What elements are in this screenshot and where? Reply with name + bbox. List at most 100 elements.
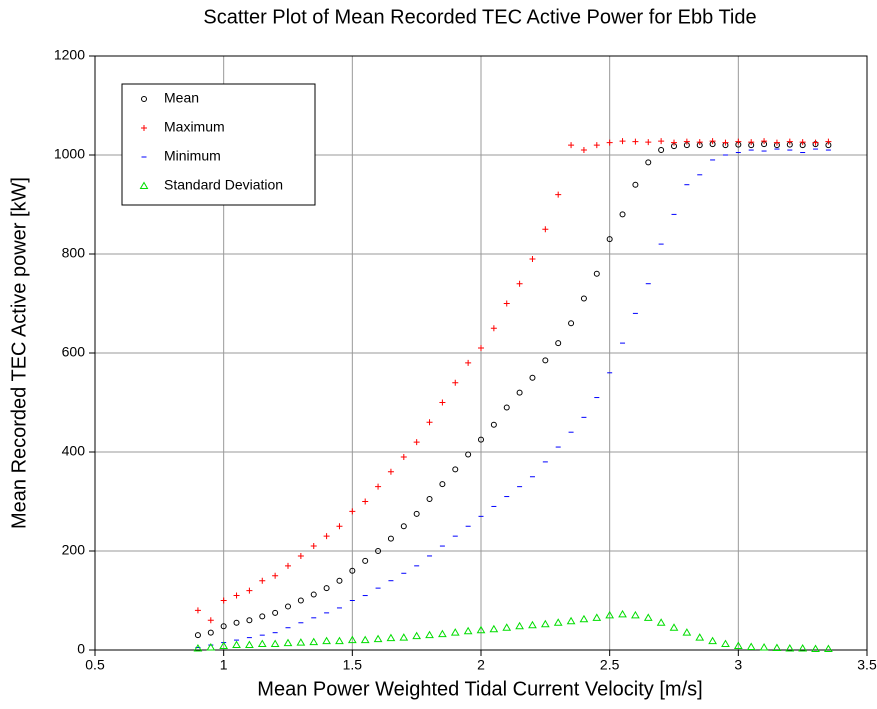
marker (272, 572, 279, 579)
marker (503, 300, 510, 307)
marker (246, 617, 253, 624)
marker (219, 641, 229, 650)
marker (257, 639, 267, 648)
marker (645, 139, 652, 146)
point (335, 636, 344, 645)
marker (568, 142, 575, 149)
point (465, 359, 472, 366)
x-tick-label: 1.5 (343, 657, 363, 673)
point (772, 643, 782, 652)
marker (825, 138, 832, 145)
marker (193, 644, 203, 652)
point (761, 138, 768, 145)
marker (553, 618, 563, 626)
marker (285, 603, 291, 610)
marker (322, 636, 331, 645)
point (272, 572, 279, 579)
marker (297, 552, 304, 559)
point (450, 628, 460, 636)
point (465, 451, 472, 458)
point (270, 639, 280, 648)
marker (426, 496, 433, 503)
marker (206, 643, 216, 651)
point (452, 466, 459, 473)
marker (568, 320, 575, 327)
marker (669, 623, 679, 631)
marker (824, 644, 833, 653)
point (283, 638, 293, 647)
x-tick-label: 3.5 (857, 657, 877, 673)
point (349, 508, 356, 515)
point (259, 577, 266, 584)
marker (141, 96, 147, 102)
marker (656, 618, 666, 626)
point (721, 639, 730, 648)
point (439, 399, 446, 406)
marker (233, 619, 240, 626)
point (426, 419, 433, 426)
marker (658, 138, 665, 145)
point (619, 138, 626, 145)
marker (413, 439, 420, 446)
point (233, 592, 240, 599)
point (245, 640, 254, 649)
marker (194, 632, 201, 639)
marker (387, 468, 394, 475)
point (219, 641, 229, 650)
point (632, 181, 639, 188)
point (336, 577, 343, 584)
marker (323, 585, 330, 592)
point (619, 211, 626, 218)
marker (362, 498, 369, 505)
point (141, 96, 147, 102)
point (193, 644, 203, 652)
marker (438, 629, 447, 638)
marker (618, 609, 627, 618)
point (413, 439, 420, 446)
marker (735, 138, 742, 145)
marker (503, 404, 510, 411)
legend-label: Maximum (164, 119, 225, 135)
point (746, 642, 756, 651)
y-tick-label: 800 (62, 245, 86, 261)
point (503, 404, 510, 411)
marker (360, 635, 370, 644)
marker (759, 643, 769, 651)
point (362, 498, 369, 505)
point (426, 496, 433, 503)
point (773, 139, 780, 146)
marker (593, 270, 600, 277)
point (708, 636, 717, 645)
marker (259, 613, 266, 620)
marker (606, 139, 613, 146)
y-axis-label: Mean Recorded TEC Active power [kW] (8, 177, 30, 529)
point (141, 125, 147, 131)
marker (452, 466, 459, 473)
point (233, 619, 240, 626)
point (194, 632, 201, 639)
point (542, 357, 549, 364)
point (812, 139, 819, 146)
point (400, 523, 407, 530)
marker (606, 236, 613, 243)
point (490, 421, 497, 428)
marker (400, 523, 407, 530)
x-tick-label: 2 (477, 657, 485, 673)
x-tick-label: 0.5 (85, 657, 105, 673)
marker (529, 255, 536, 262)
y-tick-label: 600 (62, 344, 86, 360)
point (360, 635, 370, 644)
marker (733, 641, 743, 650)
marker (207, 617, 214, 624)
marker (619, 211, 626, 218)
point (438, 629, 447, 638)
point (528, 620, 537, 629)
marker (811, 644, 820, 653)
marker (272, 609, 279, 616)
marker (220, 597, 227, 604)
marker (812, 139, 819, 146)
point (632, 138, 639, 145)
point (671, 139, 677, 146)
point (735, 138, 742, 145)
y-tick-label: 400 (62, 443, 86, 459)
